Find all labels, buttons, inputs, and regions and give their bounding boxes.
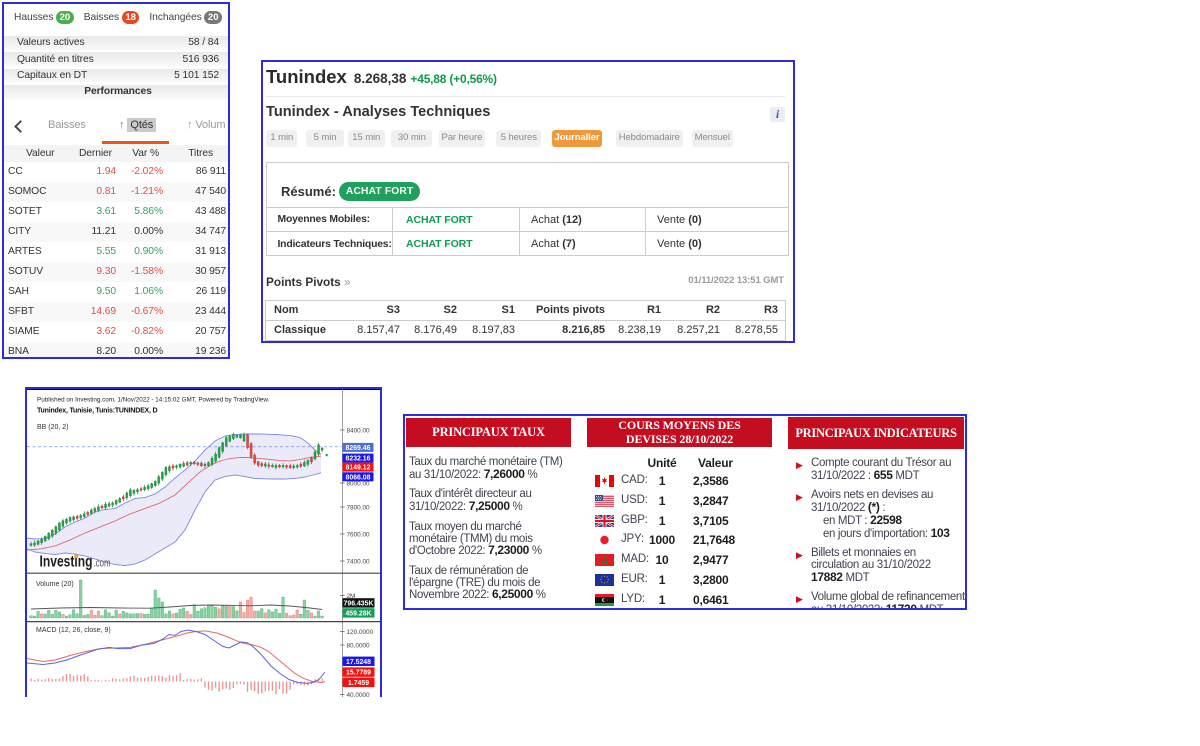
svg-text:7800.00: 7800.00 — [347, 504, 371, 511]
svg-text:8149.12: 8149.12 — [346, 465, 371, 472]
svg-text:8000.00: 8000.00 — [347, 480, 371, 487]
svg-text:80.0000: 80.0000 — [347, 642, 371, 649]
svg-text:8400.00: 8400.00 — [347, 427, 371, 434]
svg-text:40.0000: 40.0000 — [347, 692, 371, 697]
svg-text:120.0000: 120.0000 — [347, 629, 374, 636]
svg-text:1.7459: 1.7459 — [348, 680, 369, 687]
svg-text:Published on Investing.com, 1/: Published on Investing.com, 1/Nov/2022 -… — [37, 397, 270, 404]
svg-text:BB (20, 2): BB (20, 2) — [37, 424, 69, 431]
svg-text:MACD (12, 26, close, 9): MACD (12, 26, close, 9) — [36, 627, 111, 634]
svg-text:Volume (20): Volume (20) — [36, 581, 74, 588]
svg-text:8066.08: 8066.08 — [346, 474, 371, 481]
svg-text:17.5248: 17.5248 — [346, 659, 371, 666]
svg-text:7400.00: 7400.00 — [347, 558, 371, 565]
svg-text:7600.00: 7600.00 — [347, 531, 371, 538]
svg-text:8269.46: 8269.46 — [346, 445, 371, 452]
svg-text:796.435K: 796.435K — [344, 600, 374, 607]
svg-text:2M: 2M — [347, 593, 356, 600]
svg-text:Tunindex, Tunisie, Tunis:TUNIN: Tunindex, Tunisie, Tunis:TUNINDEX, D — [37, 407, 158, 414]
svg-text:8232.16: 8232.16 — [346, 456, 371, 463]
svg-text:.com: .com — [94, 558, 111, 570]
svg-text:459.28K: 459.28K — [345, 610, 371, 617]
svg-text:15.7789: 15.7789 — [346, 670, 371, 677]
svg-text:Investing: Investing — [40, 554, 93, 571]
